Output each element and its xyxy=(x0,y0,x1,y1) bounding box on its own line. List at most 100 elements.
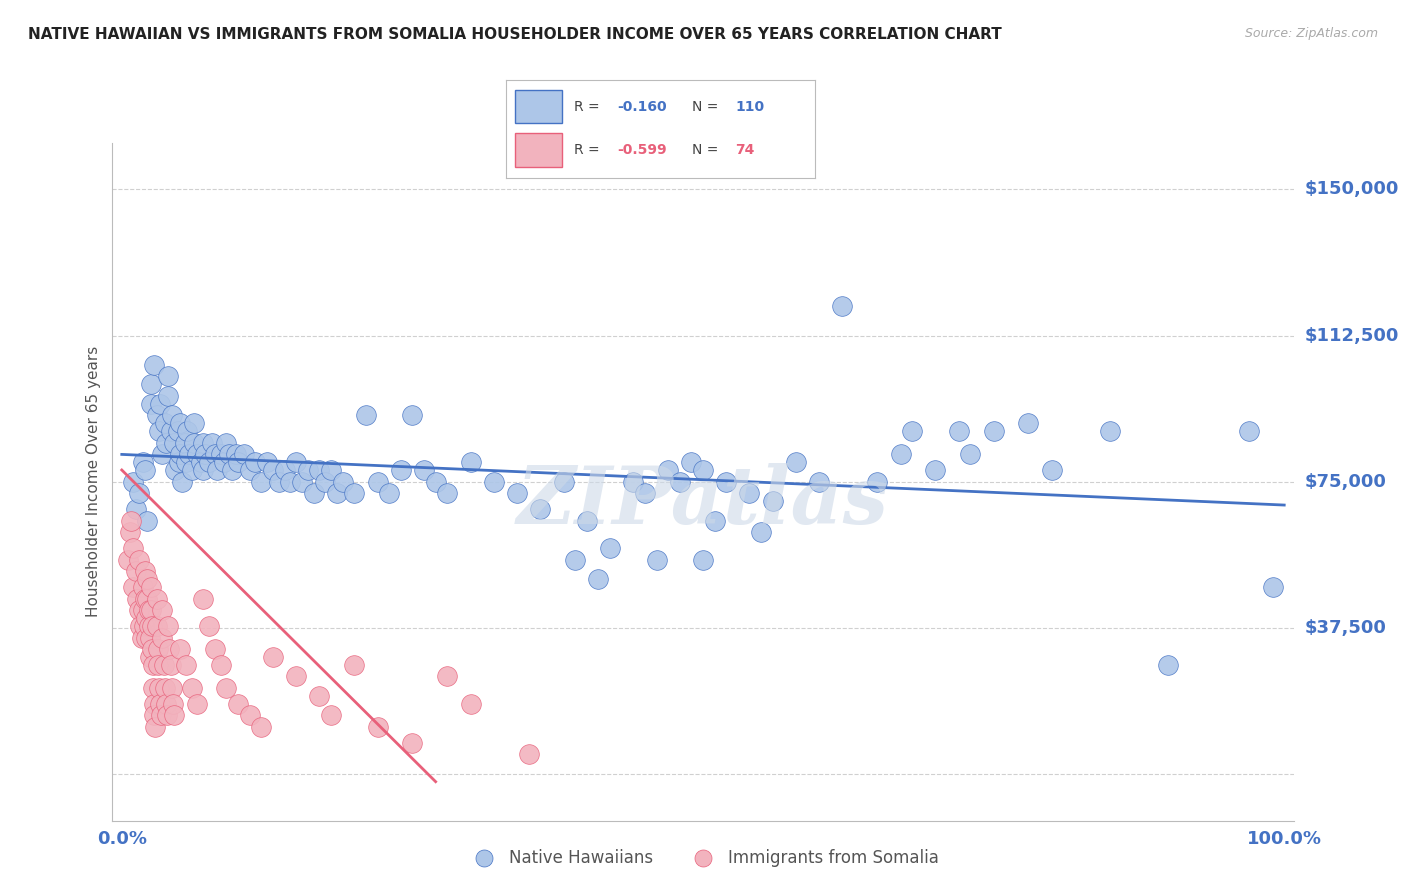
FancyBboxPatch shape xyxy=(516,90,562,123)
Text: R =: R = xyxy=(574,100,600,114)
Point xyxy=(149,697,172,711)
Point xyxy=(159,424,181,438)
Text: Source: ZipAtlas.com: Source: ZipAtlas.com xyxy=(1244,27,1378,40)
Point xyxy=(157,369,180,384)
Point xyxy=(785,455,807,469)
Point xyxy=(160,409,183,423)
Point xyxy=(901,424,924,438)
Text: ZIPatlas: ZIPatlas xyxy=(517,463,889,541)
Text: $37,500: $37,500 xyxy=(1305,619,1386,637)
Point xyxy=(302,486,325,500)
Y-axis label: Householder Income Over 65 years: Householder Income Over 65 years xyxy=(86,346,101,617)
Point xyxy=(703,514,725,528)
Legend: Native Hawaiians, Immigrants from Somalia: Native Hawaiians, Immigrants from Somali… xyxy=(461,842,945,873)
Point xyxy=(159,657,181,672)
Point xyxy=(553,475,575,489)
Point xyxy=(129,619,152,633)
Point xyxy=(588,572,610,586)
Point xyxy=(198,619,221,633)
Point xyxy=(136,591,159,606)
Point xyxy=(389,463,412,477)
Point xyxy=(152,447,174,461)
Point xyxy=(153,416,176,430)
Point xyxy=(506,486,529,500)
Point xyxy=(692,463,714,477)
Point xyxy=(226,697,249,711)
Point xyxy=(808,475,831,489)
Point xyxy=(122,580,145,594)
Point xyxy=(145,409,167,423)
Point xyxy=(212,455,235,469)
Point xyxy=(191,435,214,450)
Point xyxy=(138,619,160,633)
Point xyxy=(1261,580,1284,594)
Point xyxy=(132,619,155,633)
Point xyxy=(134,564,156,578)
Point xyxy=(425,475,447,489)
Point xyxy=(482,475,505,489)
Point xyxy=(191,591,214,606)
FancyBboxPatch shape xyxy=(516,133,562,167)
Point xyxy=(232,447,254,461)
Point xyxy=(183,435,205,450)
Point xyxy=(209,447,232,461)
Point xyxy=(138,603,160,617)
Point xyxy=(117,552,139,566)
Point xyxy=(141,642,163,657)
Point xyxy=(326,486,349,500)
Point xyxy=(692,552,714,566)
Point xyxy=(297,463,319,477)
Point xyxy=(239,708,262,723)
Point xyxy=(176,424,198,438)
Point xyxy=(1017,416,1039,430)
Point xyxy=(148,424,170,438)
Point xyxy=(332,475,354,489)
Point xyxy=(179,447,201,461)
Point xyxy=(143,708,166,723)
Point xyxy=(924,463,946,477)
Point xyxy=(143,697,166,711)
Point xyxy=(262,650,284,665)
Point xyxy=(136,514,159,528)
Point xyxy=(186,447,208,461)
Point xyxy=(250,475,273,489)
Point xyxy=(122,475,145,489)
Point xyxy=(138,650,160,665)
Point xyxy=(205,463,228,477)
Point xyxy=(621,475,644,489)
Point xyxy=(194,447,217,461)
Point xyxy=(1040,463,1063,477)
Point xyxy=(134,463,156,477)
Point xyxy=(155,435,177,450)
Point xyxy=(125,564,148,578)
Point xyxy=(436,669,458,683)
Point xyxy=(866,475,889,489)
Point xyxy=(139,580,162,594)
Point xyxy=(314,475,336,489)
Text: 110: 110 xyxy=(735,100,765,114)
Point xyxy=(156,708,179,723)
Text: N =: N = xyxy=(692,143,718,157)
Point xyxy=(131,580,153,594)
Point xyxy=(152,657,174,672)
Text: -0.160: -0.160 xyxy=(617,100,666,114)
Point xyxy=(157,389,180,403)
Point xyxy=(215,435,238,450)
Point xyxy=(120,514,142,528)
Point xyxy=(174,657,197,672)
Point xyxy=(308,463,330,477)
Point xyxy=(139,603,162,617)
Point xyxy=(529,502,551,516)
Point xyxy=(131,603,153,617)
Point xyxy=(125,502,148,516)
Point xyxy=(517,747,540,762)
Point xyxy=(285,455,308,469)
Point xyxy=(152,603,174,617)
Point xyxy=(162,697,184,711)
Point xyxy=(118,525,141,540)
Point xyxy=(831,299,853,313)
Point xyxy=(209,657,232,672)
Point xyxy=(134,591,156,606)
Text: $75,000: $75,000 xyxy=(1305,473,1386,491)
Point xyxy=(125,591,148,606)
